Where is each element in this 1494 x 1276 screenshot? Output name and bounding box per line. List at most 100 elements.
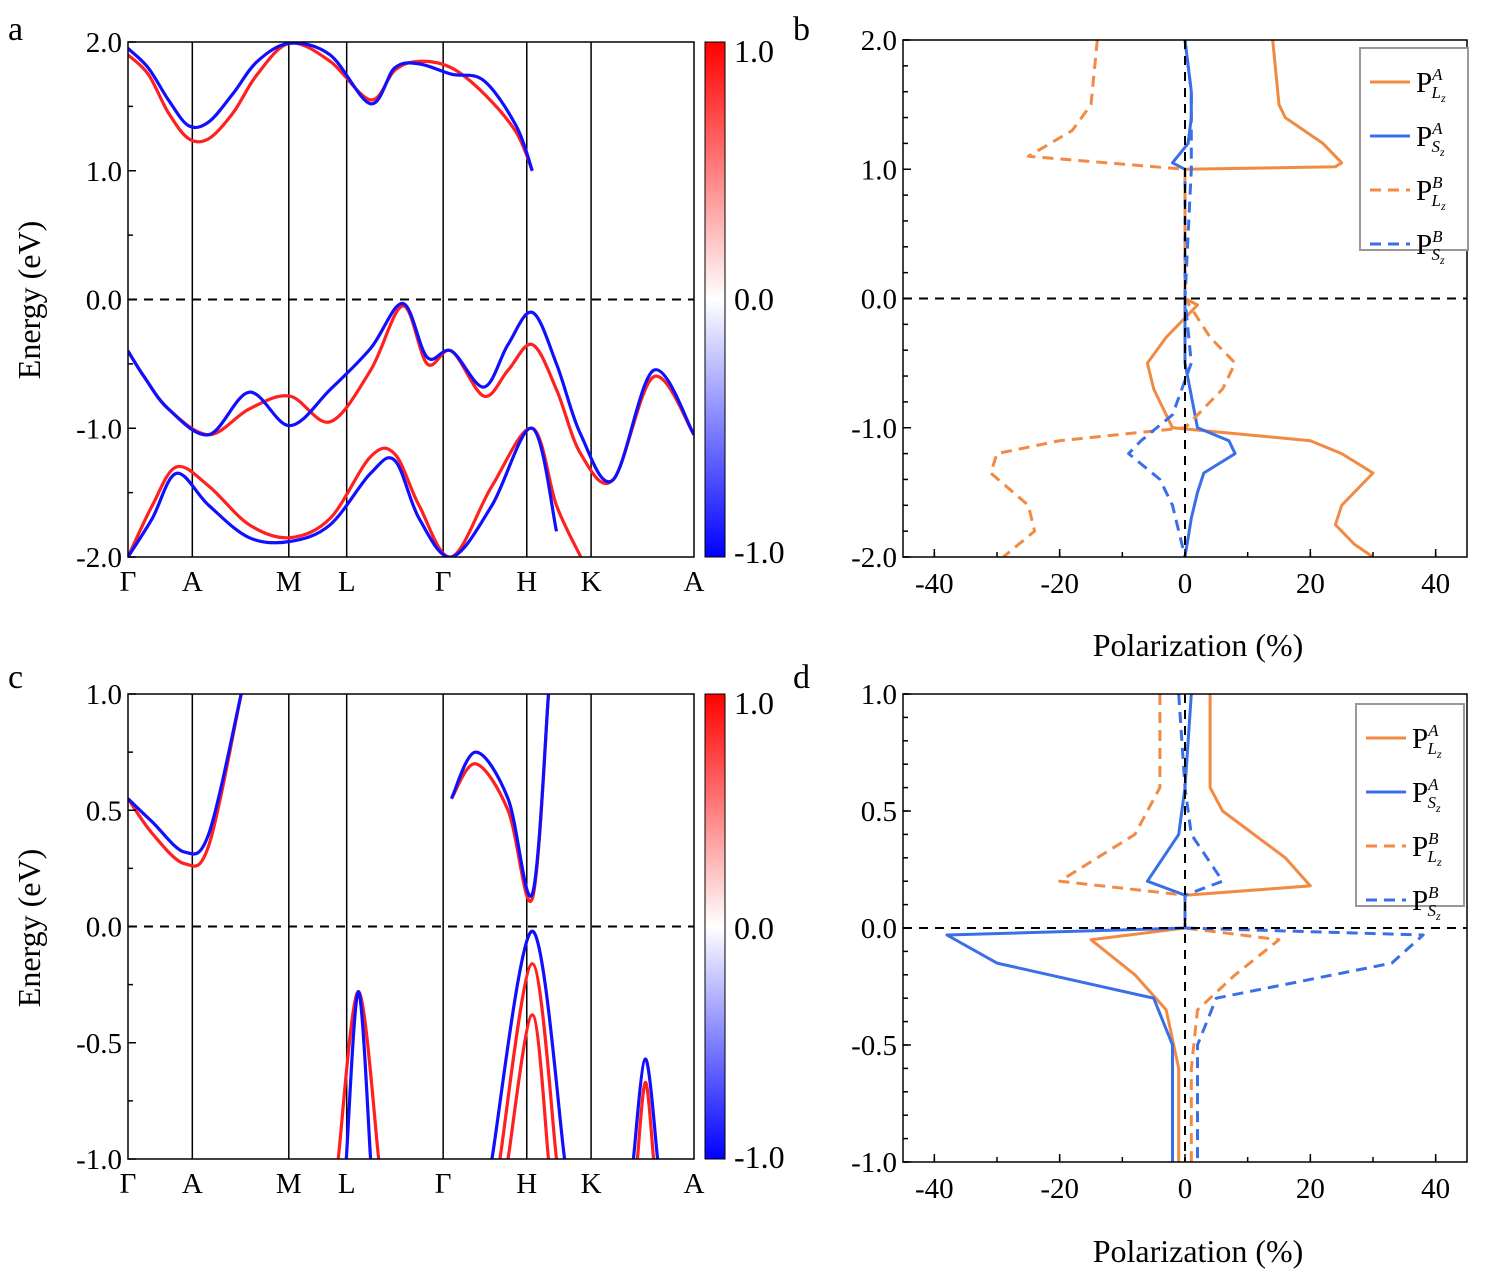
- panel-d-xlabel: Polarization (%): [1093, 1233, 1304, 1269]
- band-VB5: [344, 989, 373, 1159]
- panel-c-ylabel: Energy (eV): [11, 849, 47, 1007]
- ytick-label: -2.0: [851, 542, 897, 574]
- band-VB2: [128, 301, 694, 484]
- panel-a-plot: -2.0 -1.0 0.0 1.0 2.0 Γ A M L Γ H K A: [76, 27, 704, 598]
- ytick-label: -1.0: [851, 413, 897, 445]
- kpoint-label: M: [276, 566, 302, 598]
- xtick-label: 0: [1178, 1173, 1193, 1205]
- panel-d-plot: -1.0 -0.5 0.0 0.5 1.0 -40 -20 0 20 40 PA Lz PA Sz PB Lz…: [851, 679, 1468, 1205]
- curve-P_Sz^B: [1177, 694, 1425, 1162]
- panel-label-d: d: [793, 659, 810, 696]
- ytick-label: 0.0: [861, 284, 897, 316]
- kpoint-label: Γ: [435, 1168, 452, 1200]
- xtick-label: 20: [1296, 568, 1325, 600]
- ytick-label: -1.0: [851, 1147, 897, 1179]
- band-VB2: [498, 962, 559, 1159]
- panel-c-plot: -1.0 -0.5 0.0 0.5 1.0 Γ A M L Γ H K A: [76, 679, 704, 1200]
- legend-box: [1359, 47, 1469, 251]
- band-VB4: [336, 989, 381, 1159]
- ytick-label: 0.0: [861, 913, 897, 945]
- ytick-label: -0.5: [851, 1030, 897, 1062]
- colorbar-c-mid: 0.0: [734, 910, 774, 946]
- legend: PA Lz PA Sz PB Lz PB Sz: [1359, 47, 1469, 267]
- panel-label-a: a: [8, 11, 23, 48]
- xtick-label: 0: [1178, 568, 1193, 600]
- xtick-label: -40: [915, 1173, 954, 1205]
- ytick-label: 1.0: [86, 679, 122, 711]
- band-VB1: [490, 929, 567, 1159]
- band-CB3: [450, 694, 551, 903]
- curve-P_Lz^A: [1145, 40, 1375, 557]
- colorbar-a-bottom: -1.0: [734, 534, 785, 570]
- band-VB1: [128, 304, 694, 485]
- ytick-label: 0.5: [86, 795, 122, 827]
- legend-label: PB Sz: [1412, 883, 1441, 923]
- panel-label-b: b: [793, 11, 810, 48]
- panel-a-colorbar: 1.0 0.0 -1.0: [704, 33, 785, 570]
- band-CB2: [128, 694, 243, 856]
- legend-label: PB Lz: [1412, 829, 1442, 869]
- band-CB4: [449, 694, 551, 898]
- xtick-label: 20: [1296, 1173, 1325, 1205]
- panel-label-c: c: [8, 659, 23, 696]
- ytick-label: 1.0: [861, 679, 897, 711]
- kpoint-label: Γ: [435, 566, 452, 598]
- kpoint-label: K: [581, 1168, 602, 1200]
- kpoint-label: A: [684, 1168, 705, 1200]
- xtick-label: -20: [1040, 1173, 1079, 1205]
- kpoint-label: K: [581, 566, 602, 598]
- legend-label: PA Sz: [1412, 775, 1441, 815]
- kpoint-label: L: [338, 1168, 356, 1200]
- legend-box: [1355, 703, 1465, 907]
- colorbar-a-mid: 0.0: [734, 281, 774, 317]
- curve-P_Lz^B: [1058, 694, 1281, 1162]
- xtick-label: 40: [1421, 568, 1450, 600]
- xtick-label: -40: [915, 568, 954, 600]
- panel-b-xlabel: Polarization (%): [1093, 627, 1304, 663]
- kpoint-label: Γ: [120, 566, 137, 598]
- band-CB2: [128, 42, 534, 172]
- kpoint-label: H: [516, 1168, 537, 1200]
- curve-P_Lz^B: [989, 40, 1237, 557]
- kpoint-label: A: [684, 566, 705, 598]
- panel-b-plot: -2.0 -1.0 0.0 1.0 2.0 -40 -20 0 20 40 PA Lz PA Sz PB Lz…: [851, 25, 1469, 600]
- band-VB3: [506, 1013, 551, 1159]
- legend-label: PA Sz: [1416, 119, 1445, 159]
- xtick-label: -20: [1040, 568, 1079, 600]
- ytick-label: -1.0: [76, 1144, 122, 1176]
- kpoint-label: Γ: [120, 1168, 137, 1200]
- colorbar-c-top: 1.0: [734, 685, 774, 721]
- band-VB4: [128, 426, 559, 557]
- bands: [128, 694, 660, 1159]
- panel-c-colorbar: 1.0 0.0 -1.0: [704, 685, 785, 1175]
- legend-label: PA Lz: [1412, 721, 1442, 761]
- ytick-label: -1.0: [76, 413, 122, 445]
- ytick-label: 1.0: [86, 156, 122, 188]
- ytick-label: 0.5: [861, 796, 897, 828]
- band-CB1: [128, 42, 534, 172]
- colorbar-c-bottom: -1.0: [734, 1139, 785, 1175]
- ytick-label: -0.5: [76, 1028, 122, 1060]
- legend: PA Lz PA Sz PB Lz PB Sz: [1355, 703, 1465, 923]
- curve-P_Sz^B: [1127, 40, 1193, 557]
- legend-label: PB Lz: [1416, 173, 1446, 213]
- ytick-label: 0.0: [86, 285, 122, 317]
- kpoint-label: A: [182, 566, 203, 598]
- bands: [128, 42, 694, 557]
- band-VB6: [631, 1057, 660, 1159]
- colorbar-a-top: 1.0: [734, 33, 774, 69]
- kpoint-label: M: [276, 1168, 302, 1200]
- legend-label: PA Lz: [1416, 65, 1446, 105]
- ytick-label: 1.0: [861, 154, 897, 186]
- ytick-label: -2.0: [76, 542, 122, 574]
- xtick-label: 40: [1421, 1173, 1450, 1205]
- ytick-label: 2.0: [86, 27, 122, 59]
- kpoint-label: L: [338, 566, 356, 598]
- kpoint-label: H: [516, 566, 537, 598]
- kpoint-label: A: [182, 1168, 203, 1200]
- band-VB7: [635, 1080, 656, 1159]
- legend-label: PB Sz: [1416, 227, 1445, 267]
- polarization-curves: [945, 694, 1425, 1162]
